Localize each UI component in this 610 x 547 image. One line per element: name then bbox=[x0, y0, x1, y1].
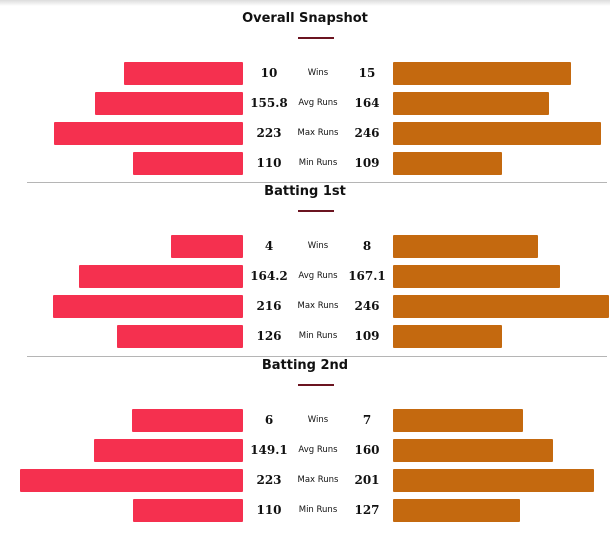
section-divider bbox=[27, 356, 607, 357]
right-bar bbox=[393, 409, 523, 432]
left-value-label: 110 bbox=[256, 156, 282, 170]
stat-row: 216 Max Runs 246 bbox=[0, 295, 610, 318]
left-bar bbox=[132, 409, 243, 432]
left-bar bbox=[124, 62, 243, 85]
stat-row: 110 Min Runs 127 bbox=[0, 499, 610, 522]
stat-row: 10 Wins 15 bbox=[0, 62, 610, 85]
left-bar bbox=[79, 265, 243, 288]
left-bar bbox=[117, 325, 243, 348]
left-bar bbox=[171, 235, 243, 258]
metric-label: Min Runs bbox=[298, 331, 338, 341]
metric-label: Avg Runs bbox=[298, 445, 338, 455]
stat-row: 149.1 Avg Runs 160 bbox=[0, 439, 610, 462]
right-value-label: 201 bbox=[354, 473, 380, 487]
metric-label: Wins bbox=[307, 68, 329, 78]
title-underline bbox=[298, 37, 334, 39]
right-bar bbox=[393, 325, 502, 348]
left-value-label: 10 bbox=[260, 66, 278, 80]
left-bar bbox=[133, 499, 243, 522]
stat-row: 155.8 Avg Runs 164 bbox=[0, 92, 610, 115]
section-title: Batting 2nd bbox=[261, 358, 349, 373]
right-value-label: 246 bbox=[354, 299, 380, 313]
right-bar bbox=[393, 92, 549, 115]
left-value-label: 4 bbox=[264, 239, 274, 253]
right-value-label: 109 bbox=[354, 156, 380, 170]
right-value-label: 8 bbox=[362, 239, 372, 253]
stat-row: 164.2 Avg Runs 167.1 bbox=[0, 265, 610, 288]
right-value-label: 15 bbox=[358, 66, 376, 80]
section-title: Batting 1st bbox=[264, 184, 346, 199]
left-bar bbox=[54, 122, 243, 145]
title-underline bbox=[298, 384, 334, 386]
metric-label: Min Runs bbox=[298, 158, 338, 168]
right-bar bbox=[393, 122, 601, 145]
stat-row: 223 Max Runs 201 bbox=[0, 469, 610, 492]
left-value-label: 155.8 bbox=[250, 96, 288, 110]
left-bar bbox=[94, 439, 243, 462]
right-bar bbox=[393, 499, 520, 522]
right-value-label: 246 bbox=[354, 126, 380, 140]
left-value-label: 149.1 bbox=[250, 443, 288, 457]
right-value-label: 109 bbox=[354, 329, 380, 343]
stat-row: 4 Wins 8 bbox=[0, 235, 610, 258]
stat-row: 126 Min Runs 109 bbox=[0, 325, 610, 348]
right-bar bbox=[393, 295, 609, 318]
left-value-label: 164.2 bbox=[250, 269, 288, 283]
left-value-label: 126 bbox=[256, 329, 282, 343]
stat-row: 223 Max Runs 246 bbox=[0, 122, 610, 145]
left-bar bbox=[95, 92, 243, 115]
right-value-label: 164 bbox=[354, 96, 380, 110]
right-value-label: 127 bbox=[354, 503, 380, 517]
metric-label: Wins bbox=[307, 415, 329, 425]
section-divider bbox=[27, 182, 607, 183]
stat-row: 6 Wins 7 bbox=[0, 409, 610, 432]
right-bar bbox=[393, 439, 553, 462]
top-shadow bbox=[0, 0, 610, 6]
right-value-label: 167.1 bbox=[348, 269, 386, 283]
left-value-label: 223 bbox=[256, 473, 282, 487]
title-underline bbox=[298, 210, 334, 212]
right-value-label: 7 bbox=[362, 413, 372, 427]
metric-label: Max Runs bbox=[297, 301, 339, 311]
left-bar bbox=[20, 469, 243, 492]
metric-label: Wins bbox=[307, 241, 329, 251]
section-title: Overall Snapshot bbox=[242, 11, 368, 26]
metric-label: Avg Runs bbox=[298, 271, 338, 281]
right-bar bbox=[393, 152, 502, 175]
stat-row: 110 Min Runs 109 bbox=[0, 152, 610, 175]
right-bar bbox=[393, 235, 538, 258]
left-value-label: 223 bbox=[256, 126, 282, 140]
left-bar bbox=[53, 295, 243, 318]
metric-label: Max Runs bbox=[297, 475, 339, 485]
metric-label: Min Runs bbox=[298, 505, 338, 515]
metric-label: Avg Runs bbox=[298, 98, 338, 108]
right-bar bbox=[393, 469, 594, 492]
right-value-label: 160 bbox=[354, 443, 380, 457]
left-value-label: 216 bbox=[256, 299, 282, 313]
left-value-label: 110 bbox=[256, 503, 282, 517]
left-bar bbox=[133, 152, 243, 175]
right-bar bbox=[393, 62, 571, 85]
right-bar bbox=[393, 265, 560, 288]
metric-label: Max Runs bbox=[297, 128, 339, 138]
left-value-label: 6 bbox=[264, 413, 274, 427]
